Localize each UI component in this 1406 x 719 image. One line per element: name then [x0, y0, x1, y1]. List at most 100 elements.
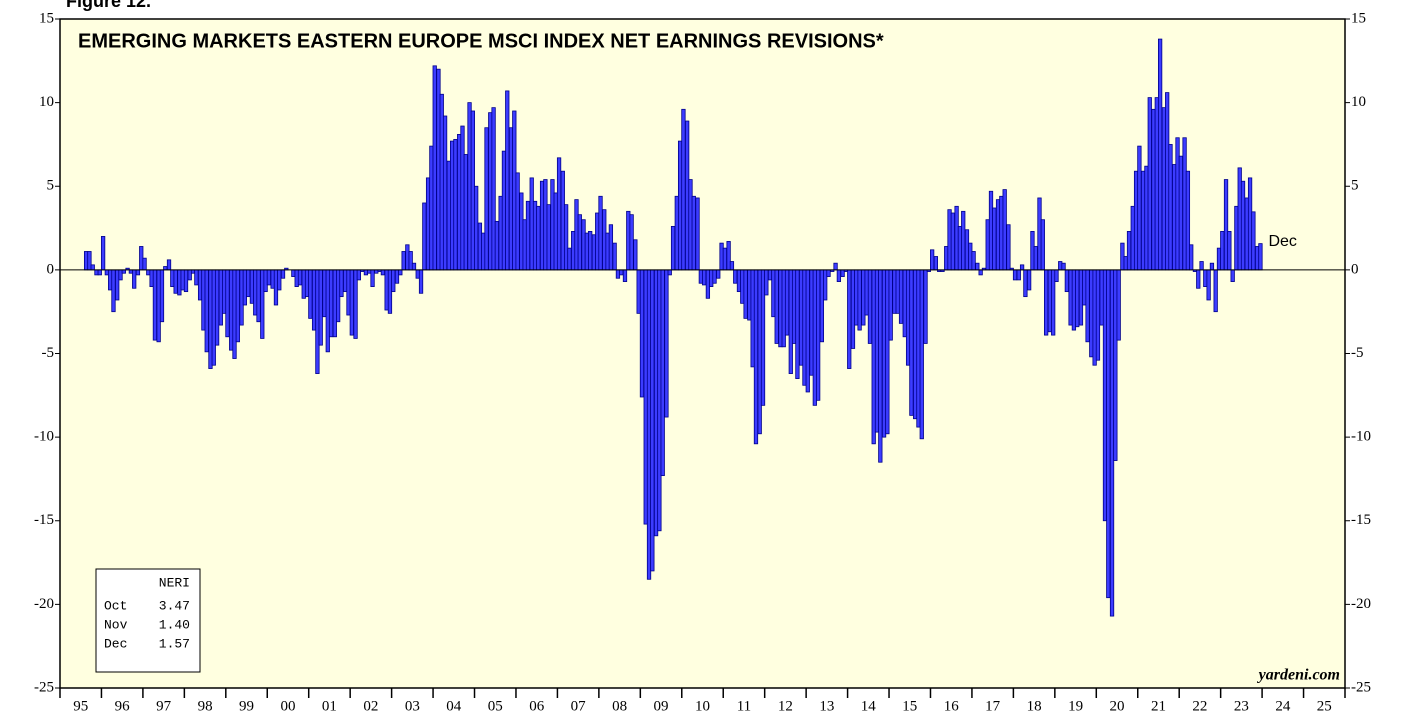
x-tick-label: 24 [1275, 698, 1291, 714]
legend-month: Nov [104, 617, 128, 632]
bar [716, 269, 721, 279]
bar [163, 266, 168, 271]
bar [1095, 269, 1101, 361]
bar [1002, 189, 1007, 271]
bars [83, 38, 1263, 617]
annotation: Dec [1268, 233, 1296, 250]
bar [608, 224, 614, 271]
x-tick-label: 19 [1068, 698, 1083, 714]
source: yardeni.com [1257, 667, 1340, 684]
bar [971, 251, 976, 271]
x-tick-label: 09 [654, 698, 669, 714]
x-tick-label: 99 [239, 698, 254, 714]
bar [100, 236, 106, 271]
bar [1016, 269, 1021, 281]
bar [246, 269, 251, 298]
y-tick-label: -25 [34, 679, 54, 695]
bar [598, 195, 603, 271]
bar [318, 269, 323, 346]
bar [933, 256, 938, 271]
bar [418, 269, 424, 294]
bar [1209, 262, 1215, 271]
bar [619, 269, 624, 276]
chart-title: EMERGING MARKETS EASTERN EUROPE MSCI IND… [78, 30, 884, 52]
y2-tick-label: -5 [1351, 345, 1364, 361]
bar [1006, 224, 1011, 271]
bar [1258, 243, 1263, 271]
bar [536, 205, 541, 271]
x-tick-label: 17 [985, 698, 1001, 714]
bar [992, 207, 997, 271]
plot-area [59, 18, 1346, 689]
bar [1012, 269, 1018, 281]
bar [132, 269, 137, 289]
bar [857, 269, 862, 331]
bar [339, 269, 344, 298]
bar [546, 204, 551, 271]
y2-tick-label: 10 [1351, 94, 1366, 110]
figure-label: Figure 12. [66, 0, 151, 11]
bar [567, 247, 572, 271]
x-tick-label: 16 [944, 698, 960, 714]
x-tick-label: 02 [363, 698, 378, 714]
bar [612, 242, 617, 271]
x-tick-label: 07 [571, 698, 587, 714]
y2-tick-label: 0 [1351, 261, 1359, 277]
bar [1054, 269, 1059, 282]
x-tick-label: 04 [446, 698, 462, 714]
bar [256, 269, 261, 323]
x-tick-label: 97 [156, 698, 172, 714]
bar [923, 269, 928, 344]
bar [297, 269, 303, 286]
bar [764, 269, 769, 296]
bar [930, 249, 935, 271]
bar [743, 269, 748, 319]
bar [1178, 155, 1183, 271]
bar [135, 269, 141, 276]
bar [1116, 269, 1121, 341]
bar [166, 259, 172, 271]
bar [1064, 269, 1069, 293]
bar [328, 269, 334, 338]
legend-box: NERI Oct 3.47 Nov 1.40 Dec 1.57 [95, 568, 201, 673]
x-tick-label: 23 [1234, 698, 1249, 714]
bar [919, 269, 924, 440]
y2-tick-label: 5 [1351, 178, 1359, 194]
bar [474, 185, 479, 271]
bar [639, 269, 645, 398]
bar [515, 172, 520, 271]
bar [442, 115, 448, 271]
bar [1126, 231, 1132, 271]
legend-value: 1.57 [159, 636, 190, 651]
bar [183, 269, 189, 293]
bar [432, 65, 437, 271]
bar [633, 239, 638, 271]
x-tick-label: 08 [612, 698, 627, 714]
bar [159, 269, 165, 323]
y-tick-label: 15 [39, 10, 54, 26]
y-tick-label: 5 [47, 178, 55, 194]
legend-month: Oct [104, 598, 127, 613]
bar [729, 261, 735, 271]
bar [391, 269, 396, 293]
bar [422, 202, 427, 271]
bar [398, 269, 403, 276]
bar [1027, 269, 1032, 291]
bar [90, 264, 95, 271]
bar [1227, 231, 1232, 271]
bar [1220, 231, 1225, 271]
bar [266, 269, 272, 286]
x-tick-label: 96 [115, 698, 131, 714]
legend-frame [95, 568, 201, 673]
bar [142, 257, 147, 271]
bar [650, 269, 655, 572]
x-tick-label: 13 [819, 698, 834, 714]
y-tick-label: -5 [42, 345, 55, 361]
bar [1230, 269, 1235, 282]
bar [280, 269, 286, 279]
bar [691, 195, 696, 271]
bar [1199, 261, 1204, 271]
bar [1206, 269, 1211, 301]
bar [225, 269, 230, 338]
bar [1033, 246, 1038, 271]
